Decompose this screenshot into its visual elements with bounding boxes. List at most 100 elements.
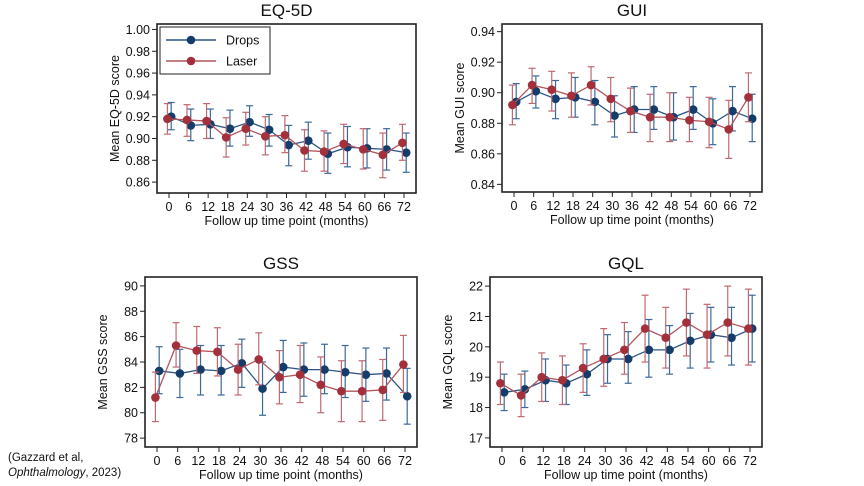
y-axis-label: Mean GQL score — [441, 315, 455, 410]
data-point — [399, 360, 408, 369]
x-tick-label: 72 — [743, 454, 757, 468]
y-tick-label: 0.94 — [471, 25, 495, 39]
citation-journal: Ophthalmology — [8, 467, 86, 479]
data-point — [337, 386, 346, 396]
x-tick-label: 6 — [530, 199, 537, 213]
chart-eq-5d: EQ-5D0.860.880.900.920.940.960.981.000 6 1… — [108, 1, 417, 228]
data-point — [382, 369, 391, 378]
data-point — [620, 345, 629, 355]
y-tick-label: 0.98 — [126, 45, 150, 59]
chart-gql: GQL 17 18 19 20 21 22 0 6 12 18 24 30 36 42 48 54 60 66 72 F… — [441, 254, 763, 482]
citation-line2: Ophthalmology, 2023) — [8, 466, 121, 481]
x-tick-label: 0 — [154, 454, 161, 468]
data-point — [586, 80, 596, 90]
x-tick-label: 60 — [358, 200, 372, 214]
x-axis-label: Follow up time point (months) — [550, 213, 714, 227]
data-point — [241, 124, 251, 133]
y-axis-label: Mean GSS score — [96, 314, 110, 409]
legend-label: Laser — [226, 55, 257, 69]
x-tick-label: 30 — [598, 454, 612, 468]
data-point — [213, 347, 222, 357]
data-point — [508, 100, 517, 110]
data-point — [626, 106, 635, 116]
y-tick-label: 1.00 — [126, 23, 150, 37]
data-point — [284, 140, 294, 150]
data-point — [527, 80, 537, 90]
y-axis-label: Mean GUI score — [453, 62, 467, 153]
data-point — [378, 385, 388, 395]
data-point — [685, 336, 695, 346]
x-tick-label: 66 — [723, 199, 737, 213]
x-tick-label: 36 — [280, 200, 294, 214]
y-tick-label: 0.84 — [471, 178, 495, 192]
x-tick-label: 24 — [240, 200, 254, 214]
legend-marker — [186, 35, 196, 45]
x-tick-label: 42 — [645, 199, 659, 213]
data-point — [357, 386, 367, 396]
y-tick-label: 0.90 — [126, 132, 150, 146]
x-tick-label: 54 — [684, 199, 698, 213]
y-tick-label: 20 — [469, 340, 483, 354]
x-tick-label: 60 — [702, 454, 716, 468]
series-laser — [496, 285, 753, 418]
citation: (Gazzard et al, Ophthalmology, 2023) — [8, 451, 121, 481]
data-point — [358, 145, 368, 154]
legend-item-laser: Laser — [166, 55, 257, 69]
data-point — [649, 105, 659, 114]
y-tick-label: 0.88 — [471, 117, 495, 131]
x-tick-label: 66 — [722, 454, 736, 468]
legend: Drops Laser — [159, 26, 271, 75]
data-point — [264, 125, 274, 135]
x-tick-label: 66 — [377, 200, 391, 214]
x-tick-label: 42 — [295, 454, 309, 468]
data-point — [320, 365, 329, 374]
data-point — [567, 91, 576, 101]
y-tick-label: 90 — [124, 279, 138, 293]
data-point — [744, 93, 753, 102]
y-tick-label: 88 — [124, 305, 138, 319]
y-tick-label: 0.86 — [126, 176, 150, 190]
data-point — [196, 365, 205, 374]
data-point — [340, 367, 350, 377]
data-point — [590, 97, 600, 107]
data-point — [151, 393, 160, 402]
y-tick-label: 0.94 — [126, 88, 150, 102]
chart-title: GSS — [263, 254, 299, 273]
x-tick-label: 60 — [704, 199, 718, 213]
y-tick-label: 0.92 — [126, 110, 150, 124]
x-tick-label: 42 — [299, 200, 313, 214]
citation-line1: (Gazzard et al, — [8, 452, 84, 464]
x-tick-label: 36 — [625, 199, 639, 213]
data-point — [599, 354, 609, 364]
data-point — [319, 147, 329, 156]
data-point — [233, 365, 243, 374]
x-tick-label: 48 — [664, 199, 678, 213]
y-tick-label: 22 — [469, 280, 483, 294]
y-tick-label: 0.88 — [126, 154, 150, 168]
data-point — [704, 117, 714, 127]
data-point — [665, 112, 675, 122]
y-tick-label: 19 — [469, 371, 483, 385]
data-point — [644, 345, 654, 355]
data-point — [361, 370, 371, 379]
data-point — [499, 388, 509, 397]
x-tick-label: 72 — [743, 199, 757, 213]
x-tick-label: 42 — [640, 454, 654, 468]
x-tick-label: 0 — [511, 199, 518, 213]
data-point — [537, 372, 547, 382]
data-point — [339, 139, 348, 149]
x-axis-label: Follow up time point (months) — [205, 214, 369, 228]
data-point — [378, 150, 388, 160]
series-laser — [151, 322, 408, 423]
y-tick-label: 21 — [469, 310, 483, 324]
x-tick-label: 18 — [557, 454, 571, 468]
data-point — [192, 346, 202, 355]
x-tick-label: 18 — [212, 454, 226, 468]
data-point — [496, 378, 505, 388]
data-point — [245, 117, 254, 127]
data-point — [578, 363, 588, 373]
x-tick-label: 48 — [315, 454, 329, 468]
data-point — [665, 345, 674, 355]
x-tick-label: 36 — [274, 454, 288, 468]
data-point — [171, 341, 181, 350]
